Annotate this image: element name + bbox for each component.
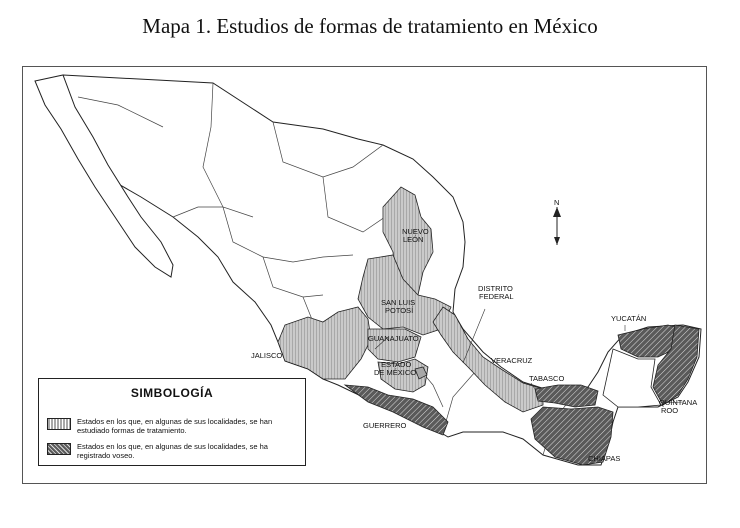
legend-title: SIMBOLOGÍA [130, 386, 214, 400]
state-san-luis-potosi [357, 254, 452, 336]
label-leaders [374, 308, 684, 404]
state-distrito-federal [414, 366, 428, 380]
state-chiapas [530, 406, 614, 466]
legend-swatch-voseo [47, 443, 71, 455]
label-veracruz: VERACRUZ [491, 356, 533, 365]
north-arrow-icon: N [553, 198, 561, 245]
legend-item-studied: Estados en los que, en algunas de sus lo… [47, 417, 297, 435]
legend-text-voseo: Estados en los que, en algunas de sus lo… [77, 442, 268, 460]
label-yucatan: YUCATÁN [611, 314, 646, 323]
label-chiapas: CHIAPAS [588, 454, 620, 463]
label-jalisco: JALISCO [251, 351, 282, 360]
mexico-map: N NUEVO LEÓN SAN LUIS POTOSÍ GUANAJUATO … [34, 74, 702, 466]
label-quintana-roo: QUINTANA ROO [659, 398, 699, 415]
label-guerrero: GUERRERO [363, 421, 407, 430]
legend-item-voseo: Estados en los que, en algunas de sus lo… [47, 442, 297, 460]
state-guanajuato [367, 328, 422, 363]
north-label: N [554, 198, 559, 207]
legend-swatch-studied [47, 418, 71, 430]
baja-california-outline [34, 74, 174, 278]
map-legend: SIMBOLOGÍA Estados en los que, en alguna… [38, 378, 306, 466]
state-campeche [602, 348, 662, 408]
label-san-luis-potosi: SAN LUIS POTOSÍ [381, 298, 417, 315]
map-title: Mapa 1. Estudios de formas de tratamient… [142, 14, 598, 38]
label-guanajuato: GUANAJUATO [368, 334, 419, 343]
state-estado-de-mexico [377, 358, 429, 393]
state-veracruz [432, 306, 544, 413]
label-tabasco: TABASCO [529, 374, 564, 383]
state-tabasco [534, 384, 599, 408]
label-nuevo-leon: NUEVO LEÓN [402, 227, 431, 244]
label-estado-de-mexico: ESTADO DE MÉXICO [374, 360, 416, 377]
legend-text-studied: Estados en los que, en algunas de sus lo… [77, 417, 273, 435]
state-jalisco [277, 306, 372, 380]
state-quintana-roo [652, 324, 700, 406]
label-distrito-federal: DISTRITO FEDERAL [478, 284, 515, 301]
state-guerrero [343, 384, 449, 436]
